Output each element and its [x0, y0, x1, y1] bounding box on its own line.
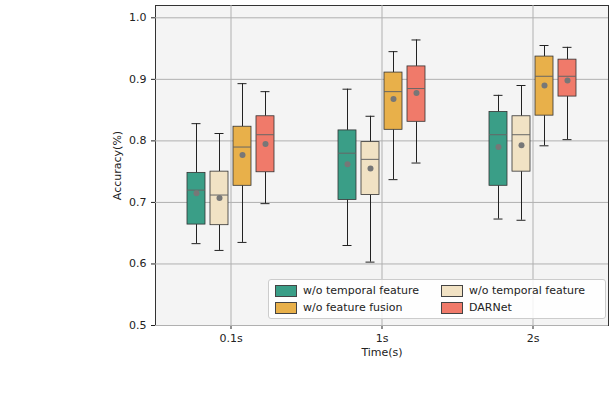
svg-text:0.9: 0.9: [129, 73, 147, 86]
svg-text:2s: 2s: [527, 332, 540, 345]
html-text:w/o temporal feature: w/o temporal feature: [469, 284, 585, 297]
html-text:w/o feature fusion: w/o feature fusion: [303, 301, 403, 314]
html-text:w/o temporal feature: w/o temporal feature: [303, 284, 419, 297]
svg-text:1s: 1s: [376, 332, 389, 345]
svg-text:Time(s): Time(s): [360, 346, 402, 359]
svg-text:1.0: 1.0: [129, 11, 147, 24]
svg-text:Accuracy(%): Accuracy(%): [111, 131, 124, 200]
svg-text:0.7: 0.7: [129, 196, 147, 209]
svg-text:0.8: 0.8: [129, 134, 147, 147]
svg-text:0.6: 0.6: [129, 257, 147, 270]
svg-text:0.5: 0.5: [129, 319, 147, 332]
svg-text:0.1s: 0.1s: [219, 332, 242, 345]
html-text:DARNet: DARNet: [469, 301, 512, 314]
